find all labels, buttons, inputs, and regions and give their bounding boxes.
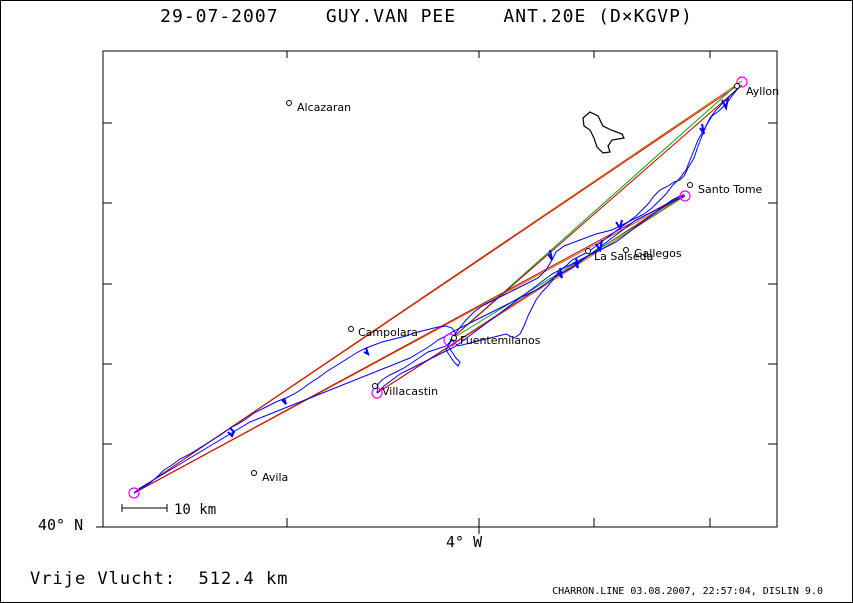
turnpoint-santo-tome — [679, 190, 691, 202]
scale-bar — [121, 504, 168, 512]
tick-marks — [96, 51, 777, 534]
map-border — [102, 50, 778, 528]
distance-label: Vrije Vlucht: — [30, 569, 177, 589]
page-title: 29-07-2007 GUY.VAN PEE ANT.20E (D×KGVP) — [160, 6, 693, 27]
lake-outline — [582, 111, 625, 154]
place-label-alcazaran: Alcazaran — [297, 101, 351, 114]
place-label-ayllon: Ayllon — [746, 85, 779, 98]
place-label-gallegos: Gallegos — [634, 247, 682, 260]
distance-value: 512.4 km — [198, 569, 289, 589]
place-markers — [251, 83, 740, 476]
longitude-label: 4° W — [446, 533, 483, 551]
turnpoint-ayllon — [736, 76, 748, 88]
scale-bar-label: 10 km — [174, 502, 216, 518]
distance-readout: Vrije Vlucht: 512.4 km — [30, 569, 288, 589]
place-label-santo-tome: Santo Tome — [698, 183, 763, 196]
place-label-avila: Avila — [262, 471, 288, 484]
gps-track — [133, 85, 741, 494]
latitude-label: 40° N — [38, 516, 84, 534]
place-label-la-salseda: La Salseda — [594, 250, 653, 263]
turnpoint-start — [128, 487, 140, 499]
footer-info: CHARRON.LINE 03.08.2007, 22:57:04, DISLI… — [552, 586, 823, 597]
place-label-villacastin: Villacastin — [382, 385, 438, 398]
place-label-campolara: Campolara — [358, 326, 418, 339]
place-label-fuentemilanos: Fuentemilanos — [460, 334, 541, 347]
